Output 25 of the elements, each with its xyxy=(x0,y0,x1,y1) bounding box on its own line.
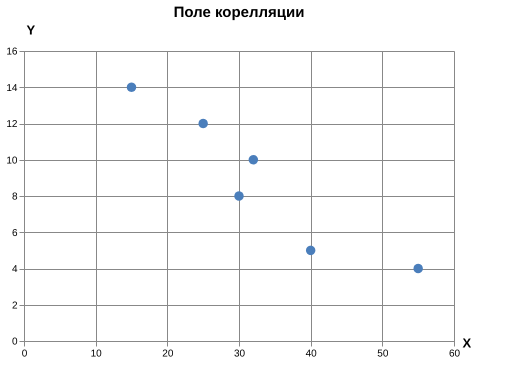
y-tick-label: 12 xyxy=(6,119,18,130)
y-tick-label: 16 xyxy=(6,46,18,58)
y-tick-label: 4 xyxy=(12,264,18,275)
y-tick-label: 0 xyxy=(12,336,18,348)
x-tick-label: 0 xyxy=(22,348,28,360)
x-tick-label: 60 xyxy=(448,348,460,360)
point xyxy=(306,246,316,256)
y-axis-title: Y xyxy=(26,22,36,38)
point xyxy=(248,155,258,164)
x-tick-label: 40 xyxy=(306,348,318,360)
y-tick-label: 6 xyxy=(12,228,18,239)
point xyxy=(126,82,136,92)
y-tick-label: 2 xyxy=(12,300,18,312)
x-tick-label: 50 xyxy=(377,348,389,360)
chart-title: Поле корелляции xyxy=(174,4,304,21)
y-tick-label: 10 xyxy=(6,155,18,166)
x-tick-label: 20 xyxy=(162,348,174,360)
y-tick-label: 14 xyxy=(6,82,18,94)
point xyxy=(234,191,244,201)
x-tick-label: 30 xyxy=(234,348,246,360)
x-tick-label: 10 xyxy=(90,348,102,360)
y-tick-label: 8 xyxy=(12,192,18,202)
point xyxy=(198,118,208,128)
point xyxy=(413,264,423,274)
x-axis-title: X xyxy=(462,336,472,350)
